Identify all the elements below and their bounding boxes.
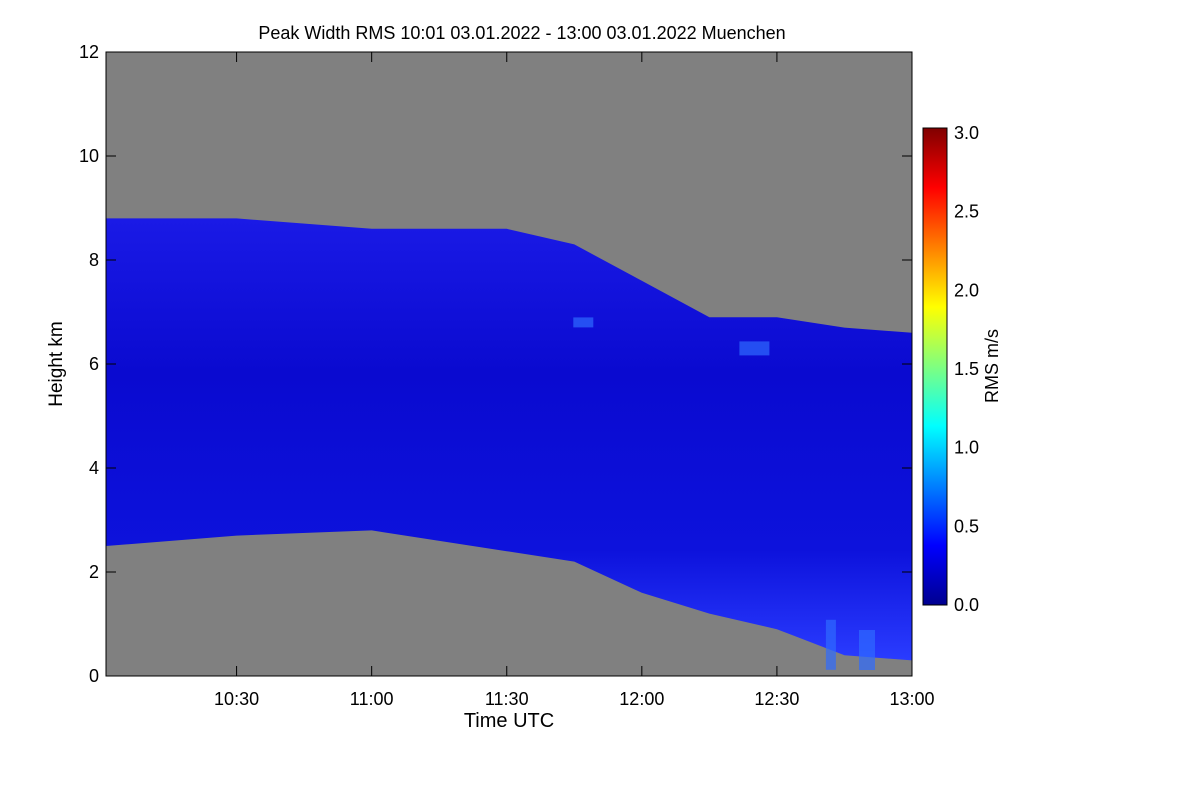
cloud-layer — [106, 218, 912, 661]
colorbar-tick-label: 2.0 — [954, 280, 979, 300]
x-tick-label: 12:30 — [754, 689, 799, 709]
colorbar-tick-label: 0.5 — [954, 516, 979, 536]
x-tick-label: 10:30 — [214, 689, 259, 709]
high-rms-patch — [573, 317, 594, 328]
y-tick-label: 8 — [89, 250, 99, 270]
x-axis-label: Time UTC — [464, 710, 554, 732]
x-tick-label: 12:00 — [619, 689, 664, 709]
high-rms-patch — [825, 619, 836, 670]
colorbar-tick-label: 1.0 — [954, 438, 979, 458]
colorbar — [922, 127, 948, 606]
y-axis-label: Height km — [46, 321, 67, 407]
high-rms-patches — [573, 317, 875, 670]
y-axis: 0 2 4 6 8 10 12 — [79, 42, 912, 686]
y-tick-label: 6 — [89, 354, 99, 374]
chart-title: Peak Width RMS 10:01 03.01.2022 - 13:00 … — [258, 23, 785, 43]
x-axis: 10:30 11:00 11:30 12:00 12:30 13:00 — [214, 52, 935, 709]
colorbar-tick-label: 1.5 — [954, 359, 979, 379]
x-tick-label: 11:30 — [485, 689, 529, 709]
colorbar-tick-label: 0.0 — [954, 595, 979, 615]
y-tick-label: 12 — [79, 42, 99, 62]
colorbar-tick-label: 2.5 — [954, 202, 979, 222]
high-rms-patch — [859, 630, 875, 670]
y-tick-label: 4 — [89, 458, 99, 478]
colorbar-ticks: 0.0 0.5 1.0 1.5 2.0 2.5 3.0 — [954, 123, 979, 615]
x-tick-label: 11:00 — [350, 689, 394, 709]
x-tick-label: 13:00 — [889, 689, 934, 709]
y-tick-label: 10 — [79, 146, 99, 166]
y-tick-label: 2 — [89, 562, 99, 582]
colorbar-tick-label: 3.0 — [954, 123, 979, 143]
y-tick-label: 0 — [89, 666, 99, 686]
colorbar-label: RMS m/s — [982, 329, 1002, 403]
cloud-layer-area — [106, 218, 912, 661]
high-rms-patch — [739, 341, 770, 356]
